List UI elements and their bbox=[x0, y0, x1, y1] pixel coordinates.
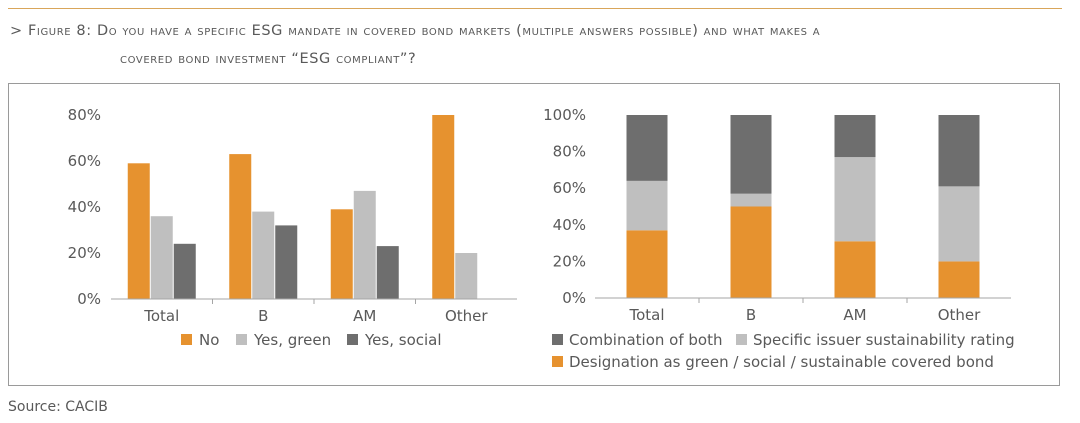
x-tick-label: Total bbox=[628, 306, 664, 324]
top-rule bbox=[8, 8, 1062, 9]
stacked-bar-segment bbox=[730, 115, 772, 194]
stacked-bar-segment bbox=[938, 186, 980, 262]
y-tick-label: 100% bbox=[543, 106, 586, 124]
x-tick-label: AM bbox=[843, 306, 866, 324]
y-tick-label: 80% bbox=[68, 106, 101, 124]
grouped-bar-chart: 0% 20% 40% 60% 80% Total B AM Other No Yes, green Y… bbox=[68, 106, 517, 349]
legend-swatch bbox=[552, 334, 563, 345]
legend-swatch bbox=[236, 334, 247, 345]
stacked-bar-segment bbox=[834, 157, 876, 242]
legend-label: Yes, green bbox=[253, 331, 331, 349]
bar bbox=[275, 225, 298, 299]
bar bbox=[330, 209, 353, 299]
x-tick-label: B bbox=[746, 306, 756, 324]
stacked-bar-segment bbox=[730, 193, 772, 207]
legend-swatch bbox=[181, 334, 192, 345]
y-tick-label: 40% bbox=[553, 216, 586, 234]
y-tick-label: 40% bbox=[68, 198, 101, 216]
stacked-bar-segment bbox=[626, 115, 668, 181]
x-tick-label: Other bbox=[445, 307, 488, 325]
legend-label: Combination of both bbox=[569, 331, 722, 349]
stacked-bar-segment bbox=[834, 241, 876, 298]
bar bbox=[150, 216, 173, 299]
bar bbox=[252, 211, 275, 299]
stacked-bar-segment bbox=[626, 230, 668, 298]
legend-label: Designation as green / social / sustaina… bbox=[569, 353, 994, 371]
legend-label: Specific issuer sustainability rating bbox=[753, 331, 1015, 349]
legend-label: Yes, social bbox=[364, 331, 442, 349]
stacked-bar-segment bbox=[938, 115, 980, 187]
y-tick-label: 0% bbox=[77, 290, 101, 308]
legend-swatch bbox=[736, 334, 747, 345]
legend-swatch bbox=[552, 356, 563, 367]
x-tick-label: AM bbox=[353, 307, 376, 325]
bar bbox=[432, 115, 455, 299]
stacked-bar-segment bbox=[938, 261, 980, 298]
stacked-bar-segment bbox=[626, 180, 668, 231]
y-tick-label: 80% bbox=[553, 143, 586, 161]
stacked-bar-segment bbox=[730, 206, 772, 298]
stacked-bar-segment bbox=[834, 115, 876, 158]
bar bbox=[127, 163, 150, 299]
stacked-bar-chart: 0% 20% 40% 60% 80% 100% Total B AM Other Combinati… bbox=[543, 106, 1015, 371]
bar bbox=[229, 154, 252, 299]
title-line-2: covered bond investment “ESG compliant”? bbox=[120, 51, 417, 67]
y-tick-label: 60% bbox=[553, 179, 586, 197]
y-tick-label: 20% bbox=[553, 252, 586, 270]
x-tick-label: Total bbox=[143, 307, 179, 325]
figure-title: > Figure 8: Do you have a specific ESG m… bbox=[10, 17, 1060, 73]
y-tick-label: 0% bbox=[562, 289, 586, 307]
x-tick-label: B bbox=[258, 307, 268, 325]
title-prefix: > bbox=[10, 23, 28, 39]
bar bbox=[353, 190, 376, 299]
bar bbox=[455, 253, 478, 299]
source-note: Source: CACIB bbox=[8, 399, 108, 415]
y-tick-label: 20% bbox=[68, 244, 101, 262]
charts-panel: 0% 20% 40% 60% 80% Total B AM Other No Yes, green Y… bbox=[8, 83, 1060, 386]
figure-label: Figure 8: bbox=[27, 23, 92, 39]
title-line-1: Do you have a specific ESG mandate in co… bbox=[96, 23, 821, 39]
legend-label: No bbox=[199, 331, 219, 349]
legend-swatch bbox=[347, 334, 358, 345]
bar bbox=[376, 246, 399, 299]
x-tick-label: Other bbox=[938, 306, 981, 324]
y-tick-label: 60% bbox=[68, 152, 101, 170]
bar bbox=[173, 243, 196, 299]
